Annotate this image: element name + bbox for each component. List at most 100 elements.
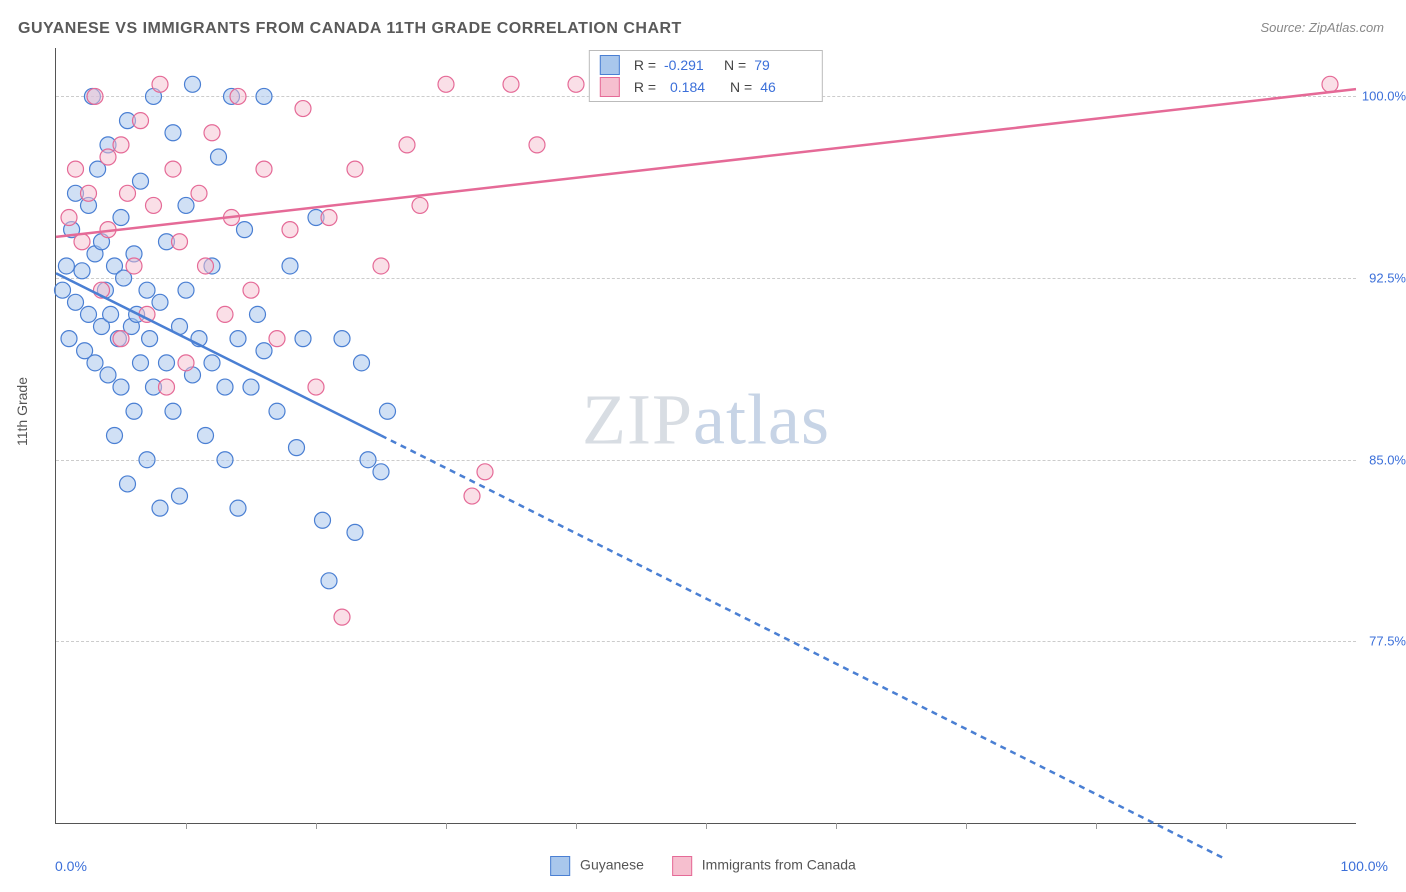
data-point (243, 282, 259, 298)
data-point (113, 331, 129, 347)
data-point (58, 258, 74, 274)
data-point (172, 488, 188, 504)
data-point (237, 222, 253, 238)
x-tick (316, 823, 317, 829)
data-point (178, 282, 194, 298)
data-point (438, 76, 454, 92)
data-point (103, 306, 119, 322)
y-axis-label: 11th Grade (14, 377, 30, 446)
data-point (373, 258, 389, 274)
data-point (152, 500, 168, 516)
x-tick (1096, 823, 1097, 829)
r-label: R = (634, 57, 656, 73)
legend-item-canada: Immigrants from Canada (672, 856, 856, 876)
data-point (256, 343, 272, 359)
regression-line (56, 273, 381, 435)
data-point (133, 355, 149, 371)
data-point (269, 403, 285, 419)
data-point (107, 428, 123, 444)
data-point (334, 609, 350, 625)
data-point (289, 440, 305, 456)
data-point (165, 403, 181, 419)
data-point (68, 161, 84, 177)
data-point (217, 452, 233, 468)
data-point (529, 137, 545, 153)
y-tick-label: 92.5% (1360, 271, 1406, 286)
data-point (282, 222, 298, 238)
series-legend: Guyanese Immigrants from Canada (550, 856, 856, 876)
x-tick (186, 823, 187, 829)
n-value-guyanese: 79 (754, 57, 806, 73)
data-point (113, 210, 129, 226)
data-point (120, 185, 136, 201)
data-point (269, 331, 285, 347)
data-point (185, 76, 201, 92)
y-tick-label: 85.0% (1360, 452, 1406, 467)
data-point (464, 488, 480, 504)
data-point (308, 379, 324, 395)
data-point (159, 379, 175, 395)
scatter-svg (56, 48, 1356, 823)
data-point (217, 306, 233, 322)
n-value-canada: 46 (760, 79, 812, 95)
data-point (503, 76, 519, 92)
legend-row-guyanese: R = -0.291 N = 79 (600, 54, 812, 76)
data-point (165, 161, 181, 177)
data-point (360, 452, 376, 468)
legend-item-guyanese: Guyanese (550, 856, 644, 876)
data-point (81, 185, 97, 201)
swatch-canada (600, 77, 620, 97)
data-point (347, 524, 363, 540)
x-tick (966, 823, 967, 829)
data-point (74, 234, 90, 250)
plot-area: ZIPatlas 77.5%85.0%92.5%100.0% R = -0.29… (55, 48, 1356, 824)
x-axis-label-left: 0.0% (55, 858, 87, 874)
data-point (399, 137, 415, 153)
data-point (100, 149, 116, 165)
data-point (142, 331, 158, 347)
data-point (159, 355, 175, 371)
data-point (61, 210, 77, 226)
data-point (139, 452, 155, 468)
data-point (61, 331, 77, 347)
r-value-guyanese: -0.291 (664, 57, 716, 73)
data-point (412, 197, 428, 213)
data-point (230, 500, 246, 516)
data-point (165, 125, 181, 141)
data-point (191, 185, 207, 201)
data-point (334, 331, 350, 347)
data-point (321, 210, 337, 226)
x-tick (1226, 823, 1227, 829)
data-point (243, 379, 259, 395)
source-label: Source: ZipAtlas.com (1260, 20, 1384, 35)
data-point (380, 403, 396, 419)
x-tick (836, 823, 837, 829)
data-point (81, 306, 97, 322)
data-point (295, 331, 311, 347)
data-point (113, 379, 129, 395)
data-point (178, 355, 194, 371)
swatch-guyanese-icon (550, 856, 570, 876)
data-point (87, 355, 103, 371)
chart-title: GUYANESE VS IMMIGRANTS FROM CANADA 11TH … (18, 20, 682, 38)
r-label: R = (634, 79, 656, 95)
data-point (172, 234, 188, 250)
swatch-canada-icon (672, 856, 692, 876)
data-point (152, 294, 168, 310)
data-point (211, 149, 227, 165)
data-point (139, 282, 155, 298)
data-point (568, 76, 584, 92)
data-point (55, 282, 71, 298)
data-point (198, 428, 214, 444)
correlation-legend: R = -0.291 N = 79 R = 0.184 N = 46 (589, 50, 823, 102)
r-value-canada: 0.184 (664, 79, 722, 95)
data-point (126, 403, 142, 419)
data-point (373, 464, 389, 480)
data-point (74, 263, 90, 279)
legend-label-guyanese: Guyanese (580, 857, 644, 873)
data-point (217, 379, 233, 395)
legend-row-canada: R = 0.184 N = 46 (600, 76, 812, 98)
y-tick-label: 100.0% (1360, 89, 1406, 104)
n-label: N = (724, 57, 746, 73)
n-label: N = (730, 79, 752, 95)
